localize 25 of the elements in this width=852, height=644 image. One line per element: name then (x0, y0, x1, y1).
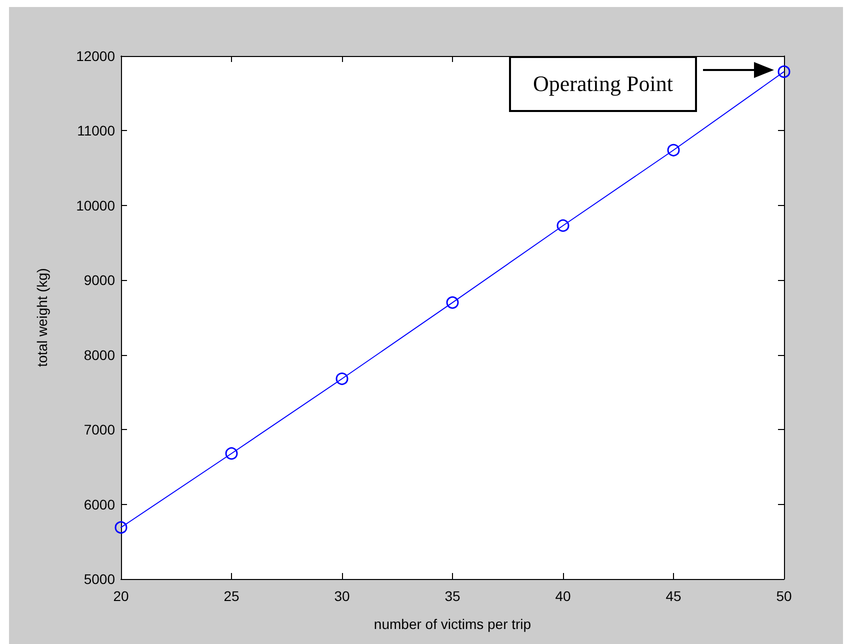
x-tick-label: 20 (113, 588, 129, 604)
point (225, 447, 238, 460)
x-tick-label: 40 (555, 588, 571, 604)
y-tick-label: 9000 (84, 272, 116, 288)
y-tick-label: 12000 (76, 48, 116, 64)
y-tick-label: 6000 (84, 496, 116, 512)
y-tick-label: 8000 (84, 346, 116, 363)
y-tick-label: 5000 (84, 571, 116, 587)
y-tick-label: 11000 (77, 122, 116, 139)
y-tick-label: 7000 (84, 422, 116, 438)
annotation: Operating Point (509, 56, 697, 112)
x-tick-label: 25 (224, 588, 240, 604)
x-tick-label: 30 (334, 588, 350, 604)
x-axis-title: number of victims per trip (374, 616, 532, 632)
point (336, 372, 348, 386)
y-tick-label: 10000 (76, 197, 116, 214)
y-axis-title: total weight (kg) (34, 268, 50, 367)
x-tick-label: 35 (444, 588, 460, 604)
point (446, 296, 459, 309)
x-tick-label: 50 (776, 588, 792, 604)
x-tick-label: 45 (666, 588, 682, 604)
point (778, 65, 790, 78)
point (114, 521, 128, 534)
point (667, 144, 680, 156)
point (556, 219, 570, 232)
